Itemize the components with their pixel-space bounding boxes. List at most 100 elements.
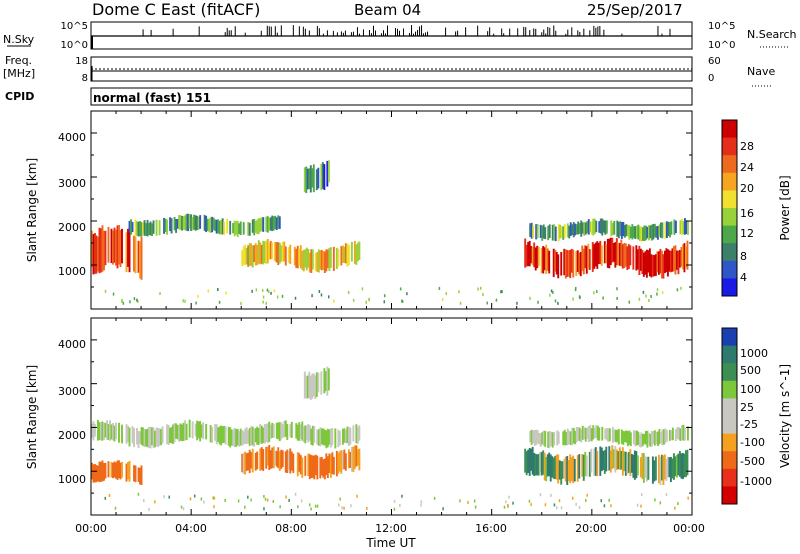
velocity-echo-cell — [320, 371, 323, 395]
velocity-echo-cell — [103, 422, 105, 440]
power-colorbar-swatch — [722, 155, 737, 174]
power-ground-echo — [137, 300, 139, 304]
velocity-echo-cell — [113, 461, 116, 478]
power-echo-cell — [637, 224, 640, 240]
velocity-echo-cell — [325, 453, 328, 476]
velocity-echo-cell — [547, 431, 550, 448]
power-echo-cell — [107, 226, 110, 263]
power-ground-echo — [458, 290, 460, 294]
power-echo-cell — [266, 238, 269, 264]
velocity-echo-cell — [358, 448, 361, 471]
power-echo-cell — [304, 249, 307, 268]
power-echo-cell — [116, 225, 119, 269]
velocity-echo-cell — [668, 430, 671, 441]
power-echo-cell — [567, 250, 570, 277]
velocity-ytick-1000: 1000 — [58, 473, 86, 486]
power-cbar-tick-28: 28 — [740, 140, 754, 153]
velocity-echo-cell — [578, 427, 581, 442]
power-echo-cell — [671, 248, 674, 272]
velocity-echo-cell — [538, 432, 541, 445]
power-echo-cell — [191, 217, 194, 231]
power-echo-cell — [557, 254, 560, 279]
velocity-ground-echo — [316, 504, 319, 508]
velocity-echo-cell — [600, 447, 603, 472]
velocity-colorbar-swatch — [722, 380, 737, 399]
power-echo-cell — [665, 248, 668, 273]
power-ground-echo — [680, 286, 682, 290]
power-ground-echo — [311, 294, 313, 298]
power-echo-cell — [531, 246, 534, 266]
power-echo-cell — [358, 241, 361, 260]
power-echo-cell — [583, 222, 586, 236]
power-echo-cell — [127, 228, 129, 267]
power-echo-cell — [627, 244, 630, 269]
velocity-ground-echo — [608, 498, 610, 502]
velocity-echo-cell — [623, 451, 626, 472]
power-echo-cell — [663, 250, 666, 274]
velocity-echo-cell — [590, 448, 593, 473]
velocity-ground-echo — [180, 505, 183, 509]
power-echo-cell — [530, 222, 533, 239]
power-ground-echo — [195, 301, 197, 305]
power-echo-cell — [652, 223, 655, 240]
power-echo-cell — [149, 221, 152, 236]
power-ground-echo — [365, 300, 368, 304]
power-echo-cell — [640, 226, 643, 242]
power-echo-cell — [542, 246, 545, 274]
velocity-echo-cell — [680, 425, 683, 440]
power-echo-cell — [599, 240, 602, 265]
velocity-echo-cell — [94, 463, 96, 483]
power-echo-cell — [218, 220, 221, 235]
power-ground-echo — [251, 289, 253, 293]
velocity-echo-cell — [181, 424, 184, 442]
power-echo-cell — [621, 244, 624, 269]
velocity-echo-cell — [280, 449, 283, 469]
velocity-echo-cell — [241, 453, 244, 473]
velocity-echo-cell — [541, 432, 544, 445]
velocity-echo-cell — [649, 433, 652, 447]
velocity-echo-cell — [551, 432, 554, 448]
velocity-echo-cell — [337, 429, 340, 448]
power-echo-cell — [185, 213, 188, 231]
power-echo-cell — [152, 220, 155, 234]
velocity-echo-cell — [555, 454, 558, 480]
power-echo-cell — [650, 224, 653, 241]
velocity-ground-echo — [297, 505, 299, 509]
power-echo-cell — [533, 242, 536, 268]
velocity-ground-echo — [528, 499, 531, 503]
velocity-echo-cell — [613, 429, 616, 442]
velocity-echo-cell — [115, 462, 117, 479]
velocity-echo-cell — [539, 433, 542, 447]
velocity-ground-echo — [640, 493, 643, 497]
velocity-ground-echo — [399, 504, 401, 508]
power-echo-cell — [667, 221, 670, 237]
power-echo-cell — [679, 220, 682, 235]
velocity-echo-cell — [127, 462, 129, 480]
velocity-echo-cell — [306, 375, 309, 399]
power-echo-cell — [620, 222, 623, 239]
velocity-echo-cell — [586, 427, 589, 439]
velocity-echo-cell — [139, 467, 141, 485]
velocity-cbar-tick-100: 100 — [740, 383, 761, 396]
velocity-echo-cell — [175, 423, 178, 439]
power-ticks — [90, 110, 693, 309]
velocity-echo-cell — [355, 424, 358, 444]
power-cbar-tick-24: 24 — [740, 161, 754, 174]
date-label: 25/Sep/2017 — [587, 1, 683, 19]
velocity-echo-cell — [323, 458, 326, 480]
power-echo-cell — [199, 215, 202, 229]
power-echo-cell — [247, 221, 250, 236]
velocity-cbar-tick-minus500: -500 — [740, 455, 765, 468]
velocity-echo-cell — [188, 419, 191, 438]
power-echo-cell — [137, 221, 140, 237]
power-echo-cell — [241, 250, 244, 267]
power-echo-cell — [674, 220, 677, 234]
velocity-echo-cell — [558, 460, 561, 480]
velocity-ground-echo — [285, 495, 287, 499]
power-echo-cell — [586, 221, 589, 234]
velocity-echo-cell — [349, 451, 352, 468]
velocity-echo-cell — [598, 427, 601, 441]
velocity-echo-cell — [566, 428, 569, 446]
velocity-echo-cell — [623, 431, 626, 443]
velocity-echo-cell — [229, 427, 232, 448]
